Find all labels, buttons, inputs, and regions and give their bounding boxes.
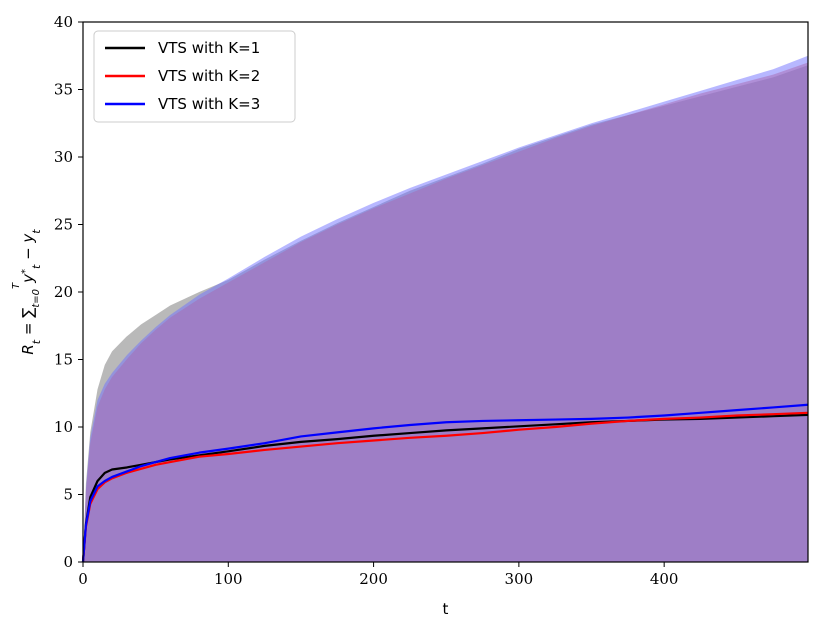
x-tick-label: 100 (214, 570, 243, 588)
legend-box (93, 30, 296, 123)
y-tick-label: 25 (54, 216, 73, 234)
y-tick-label: 5 (63, 486, 73, 504)
x-axis: 0 100 200 300 400 (78, 562, 678, 588)
legend-label-3: VTS with K=3 (158, 95, 260, 113)
y-tick-label: 20 (54, 283, 73, 301)
y-axis-label: Rt = ∑t=0Ty*t − yt (11, 229, 43, 355)
series-line-2 (81, 411, 809, 563)
legend-label-1: VTS with K=1 (158, 39, 260, 57)
y-tick-label: 15 (54, 351, 73, 369)
legend: VTS with K=1 VTS with K=2 VTS with K=3 (93, 30, 296, 123)
y-tick-label: 0 (63, 553, 73, 571)
y-tick-label: 35 (54, 81, 73, 99)
legend-label-2: VTS with K=2 (158, 67, 260, 85)
series-line-3 (81, 403, 809, 563)
band-3 (83, 55, 808, 562)
series-lines (81, 403, 809, 563)
y-tick-label: 40 (54, 13, 73, 31)
x-tick-label: 400 (650, 570, 679, 588)
x-tick-label: 0 (78, 570, 88, 588)
x-tick-label: 300 (505, 570, 534, 588)
y-tick-label: 10 (54, 418, 73, 436)
x-axis-label: t (443, 600, 449, 618)
x-tick-label: 200 (359, 570, 388, 588)
y-tick-label: 30 (54, 148, 73, 166)
confidence-bands (83, 55, 808, 562)
y-axis: 0 5 10 15 20 25 30 35 40 (54, 13, 83, 571)
